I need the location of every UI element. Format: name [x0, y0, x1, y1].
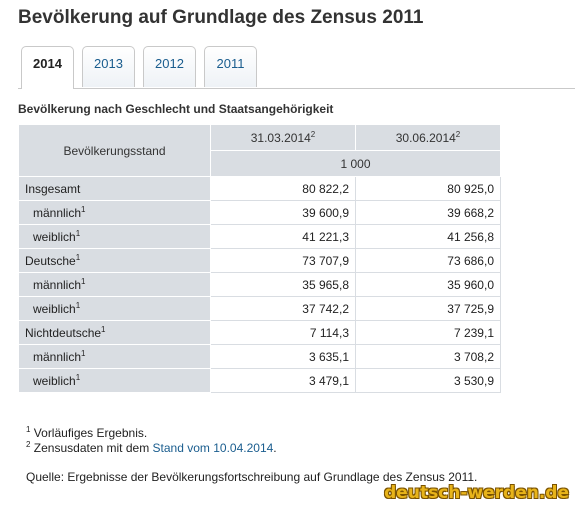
value-cell: 3 708,2	[355, 344, 501, 369]
table-row: männlich1 3 635,1 3 708,2	[18, 344, 501, 369]
footnote-2: 2 Zensusdaten mit dem Stand vom 10.04.20…	[26, 440, 277, 456]
table-row: weiblich1 37 742,2 37 725,9	[18, 296, 501, 321]
footnote-1: 1 Vorläufiges Ergebnis.	[26, 425, 148, 441]
value-cell: 80 925,0	[355, 176, 501, 201]
table-row: Insgesamt 80 822,2 80 925,0	[18, 176, 501, 201]
value-cell: 41 221,3	[210, 224, 356, 249]
footnotes: 1 Vorläufiges Ergebnis. 2 Zensusdaten mi…	[26, 426, 277, 456]
year-tabs: 2014 2013 2012 2011	[18, 46, 575, 89]
column-header-2: 30.06.20142	[355, 124, 501, 151]
value-cell: 41 256,8	[355, 224, 501, 249]
row-label: weiblich1	[18, 368, 211, 393]
row-label: Insgesamt	[18, 176, 211, 201]
value-cell: 39 668,2	[355, 200, 501, 225]
value-cell: 35 960,0	[355, 272, 501, 297]
table-row: weiblich1 41 221,3 41 256,8	[18, 224, 501, 249]
value-cell: 37 725,9	[355, 296, 501, 321]
value-cell: 3 479,1	[210, 368, 356, 393]
value-cell: 37 742,2	[210, 296, 356, 321]
value-cell: 73 707,9	[210, 248, 356, 273]
value-cell: 7 239,1	[355, 320, 501, 345]
value-cell: 80 822,2	[210, 176, 356, 201]
table-caption: Bevölkerung nach Geschlecht und Staatsan…	[18, 102, 334, 116]
census-date-link[interactable]: Stand vom 10.04.2014	[152, 441, 274, 455]
tab-2013[interactable]: 2013	[82, 46, 135, 87]
value-cell: 3 635,1	[210, 344, 356, 369]
page-title: Bevölkerung auf Grundlage des Zensus 201…	[18, 7, 424, 28]
corner-header: Bevölkerungsstand	[18, 124, 211, 177]
watermark-logo: deutsch-werden.de	[384, 483, 569, 503]
column-header-1: 31.03.20142	[210, 124, 356, 151]
row-label: männlich1	[18, 344, 211, 369]
unit-header: 1 000	[210, 150, 501, 177]
value-cell: 35 965,8	[210, 272, 356, 297]
row-label: Deutsche1	[18, 248, 211, 273]
tab-2011[interactable]: 2011	[204, 46, 257, 87]
table-body: Insgesamt 80 822,2 80 925,0 männlich1 39…	[18, 176, 501, 393]
table-row: weiblich1 3 479,1 3 530,9	[18, 368, 501, 393]
row-label: weiblich1	[18, 224, 211, 249]
row-label: weiblich1	[18, 296, 211, 321]
value-cell: 39 600,9	[210, 200, 356, 225]
tab-2012[interactable]: 2012	[143, 46, 196, 87]
table-row: männlich1 35 965,8 35 960,0	[18, 272, 501, 297]
source-note: Quelle: Ergebnisse der Bevölkerungsforts…	[26, 470, 478, 484]
value-cell: 73 686,0	[355, 248, 501, 273]
table-row: Nichtdeutsche1 7 114,3 7 239,1	[18, 320, 501, 345]
table-row: Deutsche1 73 707,9 73 686,0	[18, 248, 501, 273]
tab-2014[interactable]: 2014	[21, 46, 74, 89]
population-table: Bevölkerungsstand 31.03.20142 30.06.2014…	[18, 124, 501, 393]
row-label: männlich1	[18, 200, 211, 225]
row-label: männlich1	[18, 272, 211, 297]
value-cell: 7 114,3	[210, 320, 356, 345]
value-cell: 3 530,9	[355, 368, 501, 393]
row-label: Nichtdeutsche1	[18, 320, 211, 345]
table-row: männlich1 39 600,9 39 668,2	[18, 200, 501, 225]
